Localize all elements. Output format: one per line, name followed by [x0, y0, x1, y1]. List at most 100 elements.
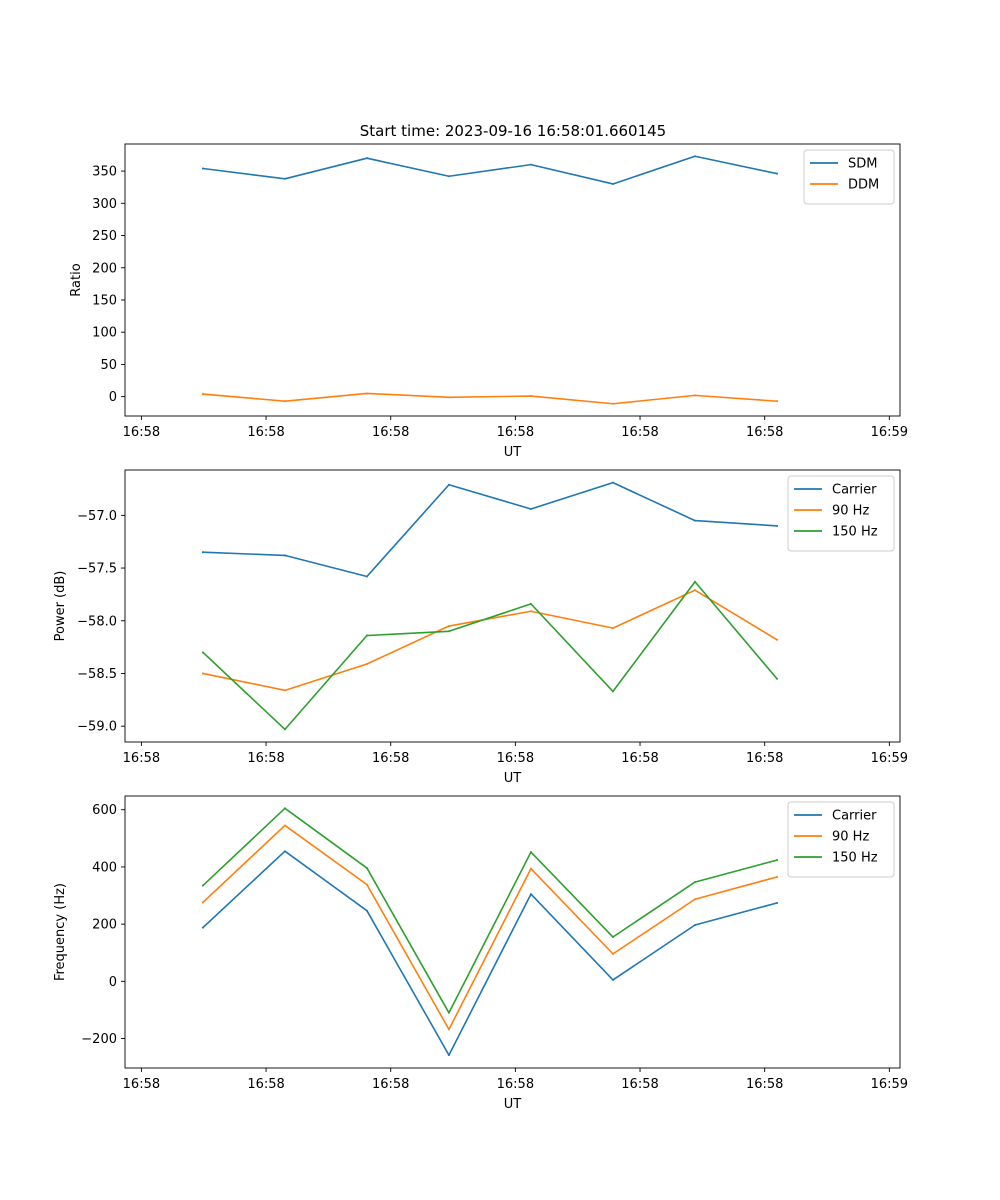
- data-point: [693, 580, 696, 583]
- data-point: [447, 630, 450, 633]
- x-tick-label: 16:58: [497, 751, 534, 766]
- x-tick-label: 16:58: [372, 425, 409, 440]
- data-point: [529, 867, 532, 870]
- y-tick-label: 200: [92, 918, 117, 933]
- data-point: [447, 1011, 450, 1014]
- x-tick-label: 16:58: [123, 425, 160, 440]
- x-tick-label: 16:58: [372, 1077, 409, 1092]
- x-tick-label: 16:58: [746, 425, 783, 440]
- data-point: [611, 481, 614, 484]
- data-point: [283, 850, 286, 853]
- y-tick-label: 400: [92, 860, 117, 875]
- data-point: [693, 881, 696, 884]
- data-point: [529, 610, 532, 613]
- x-tick-label: 16:58: [247, 425, 284, 440]
- y-tick-label: −58.5: [77, 667, 117, 682]
- x-tick-label: 16:58: [247, 1077, 284, 1092]
- x-tick-label: 16:58: [746, 751, 783, 766]
- legend: Carrier 90 Hz 150 Hz: [787, 801, 895, 878]
- y-tick-label: 350: [92, 165, 117, 180]
- data-point: [693, 394, 696, 397]
- y-tick-label: −57.5: [77, 562, 117, 577]
- data-point: [365, 909, 368, 912]
- x-axis-label: UT: [504, 445, 522, 460]
- data-point: [693, 155, 696, 158]
- data-point: [775, 859, 778, 862]
- data-point: [447, 396, 450, 399]
- data-point: [529, 893, 532, 896]
- legend-box: [787, 475, 895, 552]
- y-tick-label: −58.0: [77, 614, 117, 629]
- x-tick-label: 16:58: [123, 751, 160, 766]
- data-point: [201, 167, 204, 170]
- data-point: [283, 824, 286, 827]
- data-point: [529, 851, 532, 854]
- data-point: [201, 551, 204, 554]
- figure-title: Start time: 2023-09-16 16:58:01.660145: [360, 122, 666, 140]
- x-tick-label: 16:58: [247, 751, 284, 766]
- y-tick-label: 200: [92, 261, 117, 276]
- axes-frame: [124, 469, 901, 743]
- chart-panel-3: 16:58 16:58 16:58 16:58 16:58 16:58 16:59 −200 0…: [53, 795, 908, 1112]
- data-point: [775, 638, 778, 641]
- x-tick-label: 16:58: [621, 1077, 658, 1092]
- y-tick-label: 0: [109, 390, 117, 405]
- data-point: [775, 677, 778, 680]
- data-point: [201, 672, 204, 675]
- series-line-90-hz: [201, 824, 778, 1031]
- legend-label: SDM: [848, 157, 877, 172]
- data-point: [775, 875, 778, 878]
- y-tick-label: 100: [92, 326, 117, 341]
- data-point: [447, 1054, 450, 1057]
- x-tick-label: 16:58: [621, 425, 658, 440]
- x-tick-label: 16:59: [871, 751, 908, 766]
- x-tick-label: 16:58: [123, 1077, 160, 1092]
- data-point: [201, 651, 204, 654]
- x-tick-label: 16:59: [871, 1077, 908, 1092]
- legend-label: 90 Hz: [832, 830, 869, 845]
- series-line-carrier: [201, 850, 778, 1056]
- y-tick-label: 300: [92, 197, 117, 212]
- data-point: [201, 393, 204, 396]
- data-point: [447, 175, 450, 178]
- x-axis-label: UT: [504, 1097, 522, 1112]
- y-axis-label: Ratio: [69, 263, 84, 296]
- x-tick-label: 16:58: [621, 751, 658, 766]
- y-tick-label: −59.0: [77, 720, 117, 735]
- legend-label: DDM: [848, 178, 879, 193]
- legend-label: 90 Hz: [832, 504, 869, 519]
- data-point: [611, 182, 614, 185]
- data-point: [529, 163, 532, 166]
- series-line-150-hz: [201, 807, 778, 1014]
- data-point: [529, 508, 532, 511]
- data-point: [365, 634, 368, 637]
- data-point: [611, 978, 614, 981]
- legend: SDM DDM: [803, 149, 895, 205]
- data-point: [447, 625, 450, 628]
- y-tick-label: 600: [92, 803, 117, 818]
- y-tick-label: 50: [100, 358, 117, 373]
- y-axis-label: Frequency (Hz): [53, 883, 68, 981]
- data-point: [365, 157, 368, 160]
- y-tick-label: −200: [81, 1032, 117, 1047]
- data-point: [283, 689, 286, 692]
- chart-panel-1: 16:58 16:58 16:58 16:58 16:58 16:58 16:59 0 50 10…: [69, 143, 908, 460]
- data-point: [365, 883, 368, 886]
- data-point: [775, 901, 778, 904]
- data-point: [365, 575, 368, 578]
- axes-frame: [124, 143, 901, 417]
- legend-label: 150 Hz: [832, 851, 878, 866]
- data-point: [611, 690, 614, 693]
- y-tick-label: 0: [109, 975, 117, 990]
- series-line-90-hz: [201, 589, 779, 692]
- data-point: [447, 483, 450, 486]
- data-point: [529, 602, 532, 605]
- data-point: [693, 519, 696, 522]
- x-tick-label: 16:58: [746, 1077, 783, 1092]
- data-point: [611, 627, 614, 630]
- data-point: [365, 867, 368, 870]
- x-tick-label: 16:58: [497, 425, 534, 440]
- data-point: [365, 392, 368, 395]
- series-line-sdm: [202, 155, 778, 185]
